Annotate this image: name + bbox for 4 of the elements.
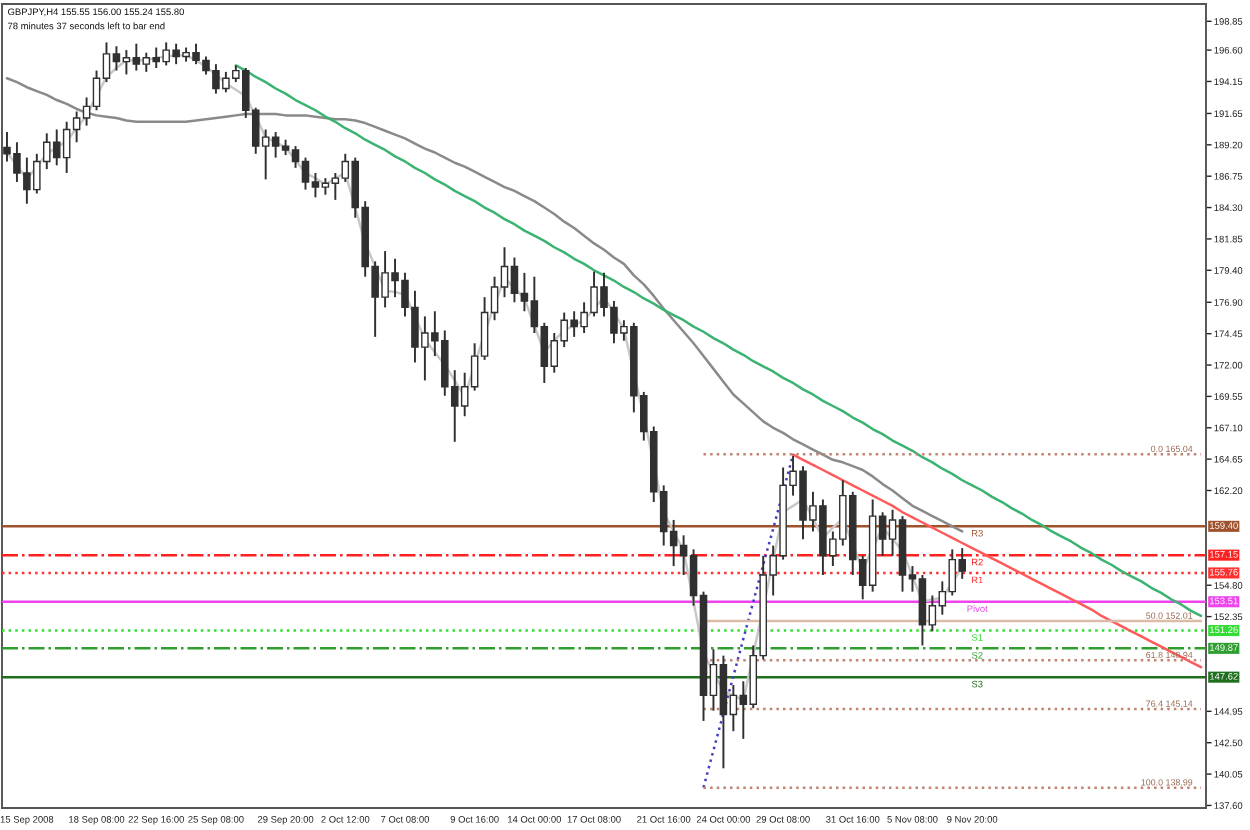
line-series — [234, 64, 1203, 618]
line-series — [5, 77, 964, 533]
line-series — [702, 453, 795, 789]
line-series — [791, 453, 1203, 669]
